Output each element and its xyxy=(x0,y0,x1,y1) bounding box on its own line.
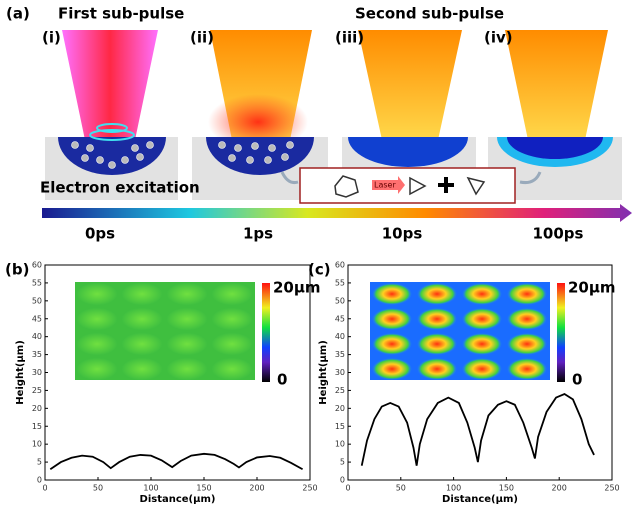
y-tick-label: 25 xyxy=(32,386,42,395)
y-tick-label: 60 xyxy=(32,261,42,270)
x-tick-label: 50 xyxy=(396,484,406,493)
y-tick-label: 60 xyxy=(335,261,345,270)
x-tick-label: 150 xyxy=(196,484,211,493)
x-tick-label: 150 xyxy=(499,484,514,493)
y-tick-label: 40 xyxy=(335,332,345,341)
x-tick-label: 50 xyxy=(93,484,103,493)
y-tick-label: 15 xyxy=(335,422,345,431)
inset-bump xyxy=(167,333,207,355)
step: (i) xyxy=(42,29,61,47)
inset-bump xyxy=(122,308,162,330)
x-tick-label: 200 xyxy=(249,484,264,493)
excitation: Electron excitation xyxy=(40,179,200,197)
inset-bump xyxy=(417,358,457,380)
colorbar-label: 0 xyxy=(277,371,287,389)
x-tick-label: 100 xyxy=(143,484,158,493)
inset-bump xyxy=(212,358,252,380)
profile-line xyxy=(360,392,595,466)
inset-bump xyxy=(122,283,162,305)
inset-bump xyxy=(167,283,207,305)
y-tick-label: 40 xyxy=(32,332,42,341)
step: (ii) xyxy=(190,29,214,47)
x-axis-label: Distance(μm) xyxy=(442,494,518,505)
laser: Laser xyxy=(374,181,396,190)
inset-bump xyxy=(462,308,502,330)
time: 10ps xyxy=(382,225,423,243)
y-tick-label: 20 xyxy=(32,404,42,413)
inset-bump xyxy=(462,358,502,380)
panel-label: (a) xyxy=(6,5,30,23)
inset-bump xyxy=(122,333,162,355)
y-tick-label: 45 xyxy=(335,314,345,323)
inset-bump xyxy=(77,358,117,380)
y-tick-label: 35 xyxy=(32,350,42,359)
inset-bump xyxy=(507,283,547,305)
y-tick-label: 25 xyxy=(335,386,345,395)
schematic: (a) First sub-pulse Second sub-pulse (i)… xyxy=(6,5,632,243)
colorbar-label: 0 xyxy=(572,371,582,389)
inset-bump xyxy=(212,283,252,305)
step: (iii) xyxy=(335,29,364,47)
first-pulse: First sub-pulse xyxy=(58,5,184,23)
y-tick-label: 0 xyxy=(37,476,42,485)
inset-bump xyxy=(417,333,457,355)
colorbar xyxy=(557,283,565,382)
inset-bump xyxy=(77,283,117,305)
inset-bump xyxy=(212,333,252,355)
x-tick-label: 200 xyxy=(552,484,567,493)
panel-label: (b) xyxy=(5,261,29,279)
y-tick-label: 45 xyxy=(32,314,42,323)
inset-bump xyxy=(507,358,547,380)
y-tick-label: 30 xyxy=(32,368,42,377)
time: 0ps xyxy=(85,225,115,243)
colorbar-label: 20μm xyxy=(273,279,321,297)
x-tick-label: 250 xyxy=(604,484,619,493)
inset-bump xyxy=(507,308,547,330)
y-tick-label: 20 xyxy=(335,404,345,413)
inset-bump xyxy=(77,333,117,355)
y-tick-label: 50 xyxy=(32,296,42,305)
inset-bump xyxy=(122,358,162,380)
profile-line xyxy=(49,452,304,471)
second-pulse: Second sub-pulse xyxy=(355,5,504,23)
step: (iv) xyxy=(484,29,513,47)
y-tick-label: 55 xyxy=(32,278,42,287)
time: 1ps xyxy=(243,225,273,243)
y-tick-label: 35 xyxy=(335,350,345,359)
inset-bump xyxy=(372,333,412,355)
y-tick-label: 30 xyxy=(335,368,345,377)
inset-bump xyxy=(462,333,502,355)
time: 100ps xyxy=(533,225,584,243)
inset-bump xyxy=(507,333,547,355)
y-tick-label: 10 xyxy=(335,440,345,449)
y-axis-label: Height(μm) xyxy=(15,340,26,405)
colorbar xyxy=(262,283,270,382)
panel-label: (c) xyxy=(308,261,331,279)
y-tick-label: 5 xyxy=(340,458,345,467)
inset-bump xyxy=(417,283,457,305)
inset-bump xyxy=(77,308,117,330)
inset-bump xyxy=(372,283,412,305)
inset-bump xyxy=(167,358,207,380)
y-tick-label: 10 xyxy=(32,440,42,449)
x-tick-label: 100 xyxy=(446,484,461,493)
inset-bump xyxy=(372,358,412,380)
x-tick-label: 250 xyxy=(302,484,317,493)
inset-bump xyxy=(417,308,457,330)
y-tick-label: 5 xyxy=(37,458,42,467)
x-tick-label: 0 xyxy=(345,484,350,493)
x-axis-label: Distance(μm) xyxy=(140,494,216,505)
y-axis-label: Height(μm) xyxy=(318,340,329,405)
inset-bump xyxy=(212,308,252,330)
y-tick-label: 55 xyxy=(335,278,345,287)
x-tick-label: 0 xyxy=(42,484,47,493)
y-tick-label: 50 xyxy=(335,296,345,305)
inset-bump xyxy=(167,308,207,330)
inset-bump xyxy=(372,308,412,330)
y-tick-label: 0 xyxy=(340,476,345,485)
inset-bump xyxy=(462,283,502,305)
colorbar-label: 20μm xyxy=(568,279,616,297)
y-tick-label: 15 xyxy=(32,422,42,431)
